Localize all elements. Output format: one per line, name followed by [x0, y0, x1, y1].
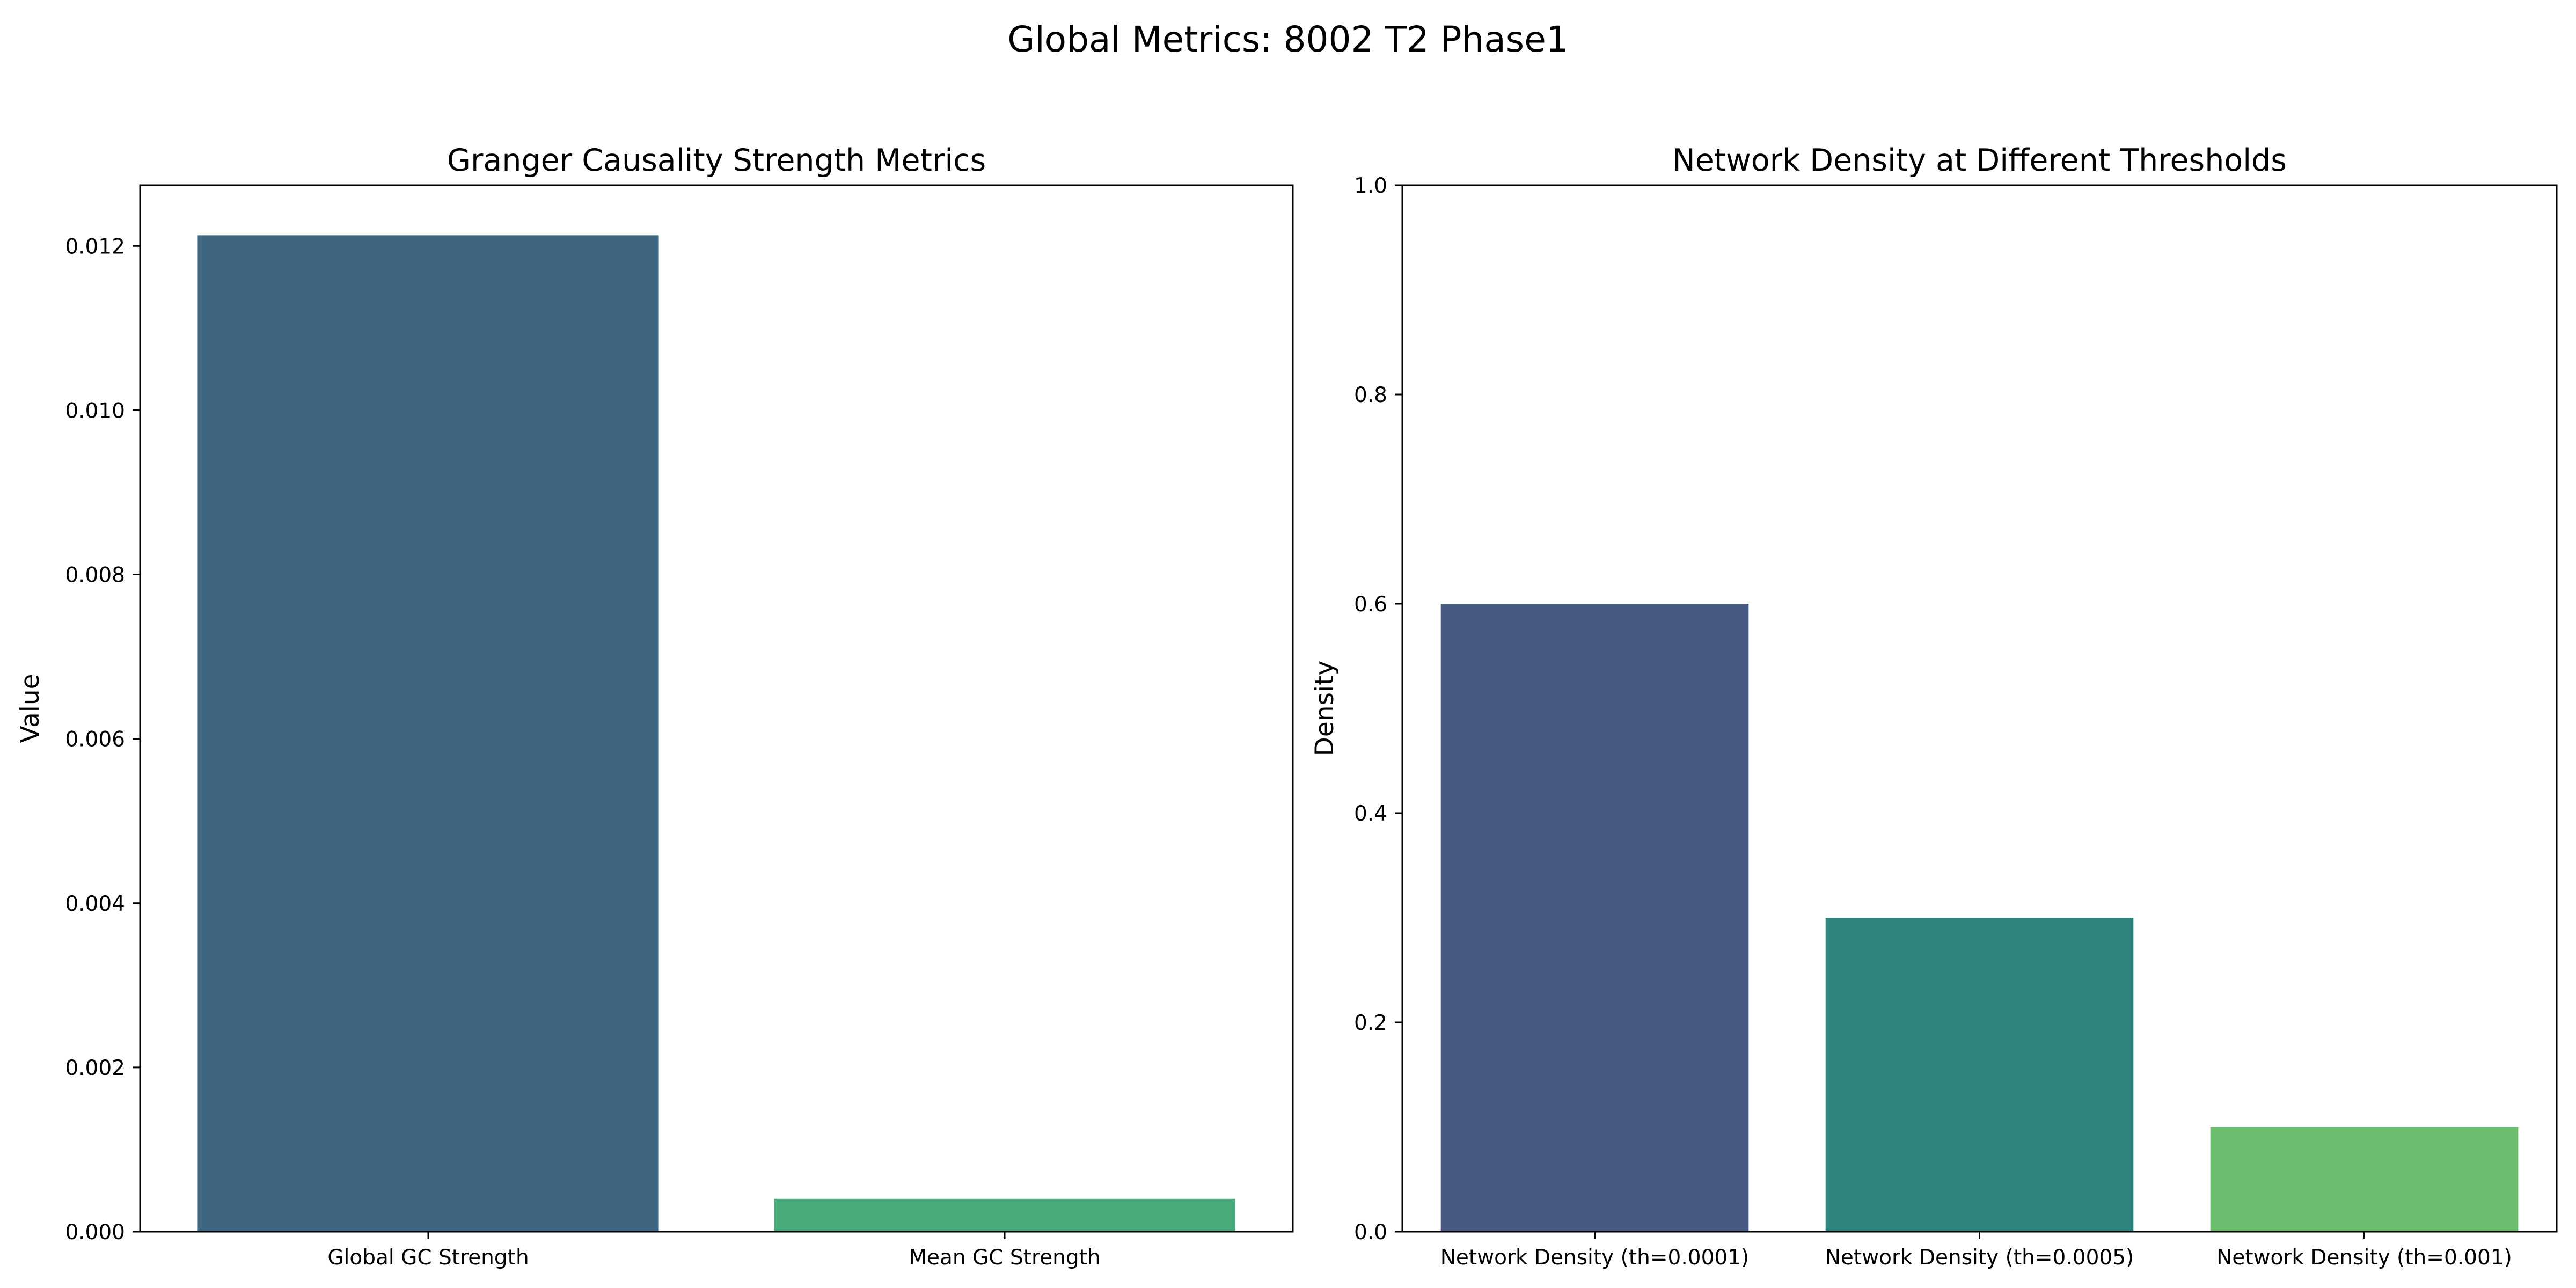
y-tick-label: 0.012: [65, 235, 125, 259]
bars: [1440, 604, 2519, 1232]
figure-suptitle: Global Metrics: 8002 T2 Phase1: [1007, 19, 1569, 60]
x-tick-label: Mean GC Strength: [909, 1246, 1100, 1270]
bar-1: [197, 235, 659, 1232]
y-tick-label: 1.0: [1354, 174, 1387, 198]
x-tick-label: Global GC Strength: [327, 1246, 529, 1270]
y-tick-label: 0.2: [1354, 1011, 1387, 1035]
y-tick-label: 0.8: [1354, 383, 1387, 407]
y-axis-label: Density: [1310, 661, 1340, 757]
y-tick-label: 0.004: [65, 892, 125, 916]
bar-2: [774, 1198, 1235, 1232]
y-tick-label: 0.6: [1354, 592, 1387, 617]
gc-strength-chart: Granger Causality Strength Metrics Value…: [16, 143, 1294, 1270]
axes-frame: [1401, 184, 2558, 1233]
y-axis-ticks: 0.000 0.002 0.004 0.006 0.008 0.010 0.012: [65, 235, 140, 1245]
network-density-chart: Network Density at Different Thresholds …: [1310, 143, 2558, 1270]
x-tick-label: Network Density (th=0.001): [2216, 1246, 2512, 1270]
bar-1: [1440, 604, 1749, 1232]
y-tick-label: 0.010: [65, 399, 125, 423]
y-tick-label: 0.008: [65, 564, 125, 588]
y-tick-label: 0.002: [65, 1056, 125, 1080]
y-axis-label: Value: [16, 674, 45, 743]
chart-title: Network Density at Different Thresholds: [1672, 143, 2287, 178]
y-tick-label: 0.0: [1354, 1220, 1387, 1245]
axes-frame: [139, 184, 1294, 1233]
x-tick-label: Network Density (th=0.0005): [1825, 1246, 2134, 1270]
bar-2: [1825, 918, 2134, 1232]
y-tick-label: 0.006: [65, 728, 125, 752]
x-tick-label: Network Density (th=0.0001): [1440, 1246, 1749, 1270]
x-axis-ticks: Network Density (th=0.0001) Network Densi…: [1440, 1232, 2512, 1270]
x-axis-ticks: Global GC Strength Mean GC Strength: [327, 1232, 1101, 1270]
bar-3: [2210, 1127, 2519, 1232]
bars: [197, 235, 1235, 1232]
chart-title: Granger Causality Strength Metrics: [447, 143, 986, 178]
y-tick-label: 0.000: [65, 1220, 125, 1245]
y-axis-ticks: 0.0 0.2 0.4 0.6 0.8 1.0: [1354, 174, 1402, 1245]
y-tick-label: 0.4: [1354, 802, 1387, 826]
